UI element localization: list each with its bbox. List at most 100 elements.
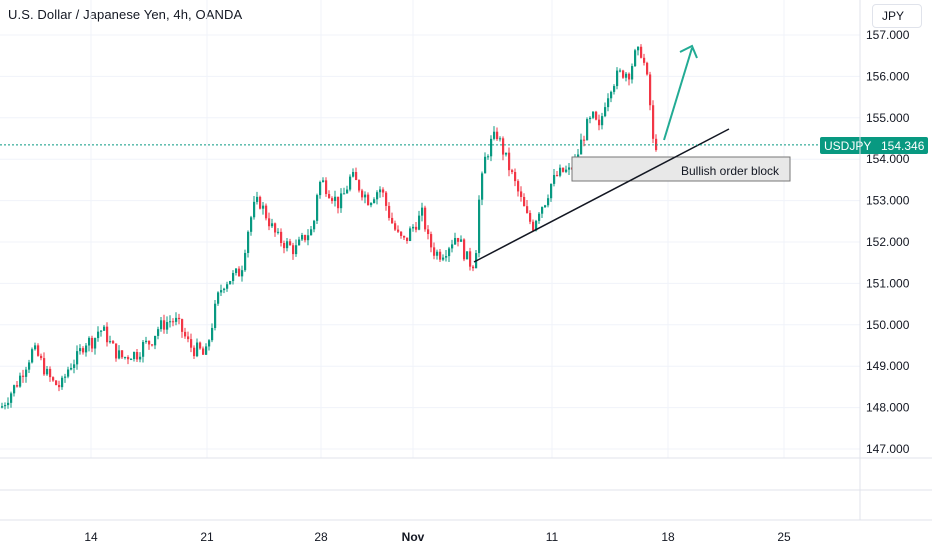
candle [37, 343, 40, 357]
candle [499, 136, 502, 142]
candle [154, 335, 157, 350]
candle [163, 314, 166, 334]
candle [613, 84, 616, 95]
candle [376, 190, 379, 205]
candle [139, 352, 142, 363]
candle [319, 180, 322, 199]
candle [247, 230, 250, 258]
candle [79, 344, 82, 355]
projection-arrow[interactable] [663, 47, 693, 141]
x-axis: 14 21 28 Nov 11 18 25 [84, 530, 791, 544]
candle [649, 71, 652, 111]
candle [631, 63, 634, 84]
candle [91, 335, 94, 353]
candle [628, 72, 631, 86]
candle [610, 90, 613, 103]
candle [604, 102, 607, 118]
candle [151, 344, 154, 347]
candle [100, 329, 103, 337]
candle [520, 186, 523, 202]
candle [334, 190, 337, 207]
x-tick-label: 18 [661, 530, 675, 544]
candle [532, 219, 535, 233]
candle [328, 190, 331, 199]
candle [598, 114, 601, 131]
candle [193, 345, 196, 360]
candle [388, 202, 391, 221]
candle [427, 225, 430, 240]
candle [457, 237, 460, 247]
candle [148, 340, 151, 350]
candles [1, 44, 658, 410]
candle [586, 117, 589, 141]
candle [358, 179, 361, 193]
candle [250, 215, 253, 236]
y-tick-label: 157.000 [866, 28, 910, 42]
candle [544, 204, 547, 209]
candle [10, 391, 13, 408]
candle [136, 349, 139, 363]
candle [205, 343, 208, 355]
candle [547, 194, 550, 208]
candle [523, 193, 526, 207]
candle [145, 336, 148, 344]
candle [40, 353, 43, 361]
x-tick-label: 25 [777, 530, 791, 544]
candle [349, 174, 352, 192]
candle [226, 281, 229, 292]
candle [130, 358, 133, 361]
candle [526, 200, 529, 214]
candle [265, 203, 268, 221]
trendline[interactable] [473, 128, 730, 263]
candle [241, 265, 244, 282]
candle [487, 154, 490, 160]
y-tick-label: 150.000 [866, 318, 910, 332]
price-tag-symbol: USDJPY [824, 139, 871, 153]
candle [103, 325, 106, 331]
candle [88, 336, 91, 352]
candle [601, 112, 604, 130]
candle [133, 351, 136, 362]
candle [331, 196, 334, 204]
y-tick-label: 148.000 [866, 401, 910, 415]
candle [19, 372, 22, 388]
candle [625, 72, 628, 82]
candle [244, 249, 247, 272]
candle [283, 240, 286, 254]
x-tick-label: Nov [402, 530, 425, 544]
candle [52, 376, 55, 382]
candle [517, 179, 520, 197]
candle [634, 48, 637, 67]
candle [418, 210, 421, 231]
candle [172, 318, 175, 327]
candle [64, 373, 67, 383]
currency-button[interactable]: JPY [872, 4, 922, 28]
candle [646, 61, 649, 76]
candle [307, 229, 310, 246]
candle [208, 339, 211, 351]
candle [181, 318, 184, 338]
candle [346, 185, 349, 194]
candle [106, 322, 109, 347]
candle [469, 247, 472, 271]
candle [394, 220, 397, 232]
candle [412, 224, 415, 232]
y-tick-label: 154.000 [866, 152, 910, 166]
price-tag: USDJPY 154.346 [820, 137, 928, 154]
candle [58, 380, 61, 392]
candle [445, 250, 448, 262]
candle [268, 212, 271, 231]
order-block-box[interactable] [571, 156, 791, 182]
candle [301, 232, 304, 242]
candle [229, 280, 232, 285]
candle [34, 342, 37, 351]
candle [274, 222, 277, 237]
y-tick-label: 147.000 [866, 442, 910, 456]
candle [211, 323, 214, 343]
candle [286, 237, 289, 252]
candle [538, 211, 541, 224]
candle [313, 219, 316, 233]
y-tick-label: 151.000 [866, 276, 910, 290]
